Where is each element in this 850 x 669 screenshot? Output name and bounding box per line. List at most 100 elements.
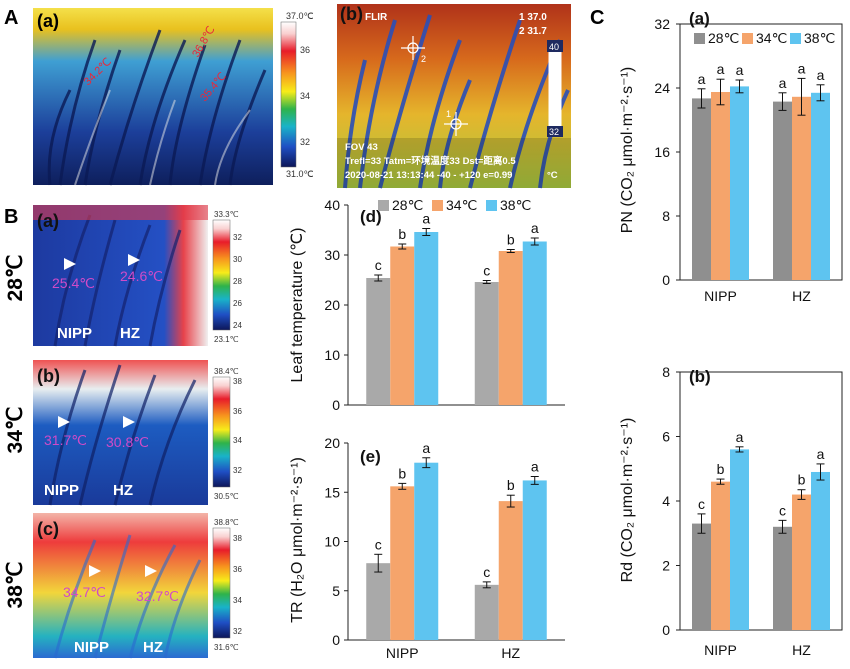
scale-b38-tick-1: 38 [233,534,242,543]
e-bar-HZ-1 [498,501,523,640]
scale-b38-labels: 38.8℃ 31.6℃ 38 36 34 32 [214,518,242,652]
Ca-ytick-label-2: 16 [654,144,670,160]
e-sig-letter-NIPP-2: a [422,440,430,456]
scale-b34-tick-1: 38 [233,377,242,386]
nipp-label-28: NIPP [57,325,92,342]
Cb-bar-NIPP-0 [692,523,711,630]
camera-scale-bottom-box [547,126,563,137]
cursor-crosshairs [401,36,468,136]
marker-triangle-38-hz [145,565,157,577]
e-panel-label: (e) [360,447,381,466]
hz-label-38: HZ [143,639,163,656]
camera-info: FOV 43 Trefl=33 Tatm=环境温度33 Dst=距离0.5 20… [345,142,558,181]
flir-logo: FLIR [365,12,388,23]
scale-b34-tick-2: 36 [233,407,242,416]
d-legend-label-1: 34℃ [446,197,477,213]
scale-b28-tick-3: 28 [233,277,242,286]
Ca-legend-swatch-2 [790,33,801,44]
scale-a-tick-32: 32 [300,137,310,147]
d-sig-letter-NIPP-0: c [375,257,382,273]
thermal-image-a [33,8,273,186]
Cb-ytick-label-2: 4 [662,493,670,509]
d-legend-swatch-1 [432,200,443,211]
scale-b34-labels: 38.4℃ 30.5℃ 38 36 34 32 [214,367,242,501]
d-ytick-label-4: 40 [324,197,340,213]
camera-params: Trefl=33 Tatm=环境温度33 Dst=距离0.5 [345,155,516,167]
Ca-panel-label: (a) [689,9,710,28]
thermal-b-row-38 [33,513,208,659]
e-ytick-label-4: 20 [324,435,340,451]
d-sig-letter-NIPP-1: b [398,226,406,242]
Ca-sig-letter-NIPP-1: a [717,61,725,77]
color-scale-b34 [212,376,231,488]
marker-triangle-28-nipp [64,258,76,270]
panel-b-sub-b: (b) [37,366,60,386]
e-category-0: NIPP [386,645,419,661]
Ca-bar-HZ-2 [811,92,830,280]
Ca-ytick-label-0: 0 [662,272,670,288]
Ca-sig-letter-NIPP-0: a [698,71,706,87]
d-ytick-label-0: 0 [332,397,340,413]
color-scale-a [280,21,297,168]
nipp-temp-34: 31.7℃ [44,432,87,448]
Cb-sig-letter-HZ-1: b [798,472,806,488]
scale-a-tick-36: 36 [300,45,310,55]
Cb-ylabel: Rd (CO₂ μmol·m⁻²·s⁻¹) [619,418,636,583]
Ca-legend-swatch-0 [694,33,705,44]
e-sig-letter-HZ-1: b [507,477,515,493]
d-sig-letter-HZ-0: c [483,263,490,279]
e-sig-letter-HZ-2: a [531,458,539,474]
thermal-image-b [337,4,571,189]
nipp-label-34: NIPP [44,482,79,499]
Ca-category-1: HZ [792,288,811,304]
panel-b-sub-a: (a) [37,211,59,231]
Cb-bar-HZ-0 [773,526,792,630]
e-ytick-label-3: 15 [324,484,340,500]
scale-b34-tick-3: 34 [233,436,242,445]
marker-triangle-28-hz [128,254,140,266]
d-sig-letter-HZ-1: b [507,232,515,248]
hz-temp-38: 32.7℃ [136,588,179,604]
scale-a-max: 37.0℃ [286,11,314,21]
grass-blades-a [47,29,267,186]
Ca-category-0: NIPP [704,288,737,304]
d-bar-NIPP-2 [414,232,439,405]
Ca-sig-letter-HZ-0: a [779,75,787,91]
Cb-ytick-label-4: 8 [662,364,670,380]
e-ytick-label-0: 0 [332,632,340,648]
Cb-ytick-label-1: 2 [662,558,670,574]
Cb-bar-HZ-2 [811,471,830,630]
scale-b28-tick-4: 26 [233,299,242,308]
Cb-sig-letter-NIPP-2: a [736,429,744,445]
d-legend-label-0: 28℃ [392,197,423,213]
panel-a-sub-a: (a) [37,11,59,31]
temp-label-38: 38℃ [4,562,27,609]
d-sig-letter-HZ-2: a [531,220,539,236]
Cb-sig-letter-NIPP-1: b [717,461,725,477]
camera-scale-top-box [547,40,563,52]
Ca-ytick-label-1: 8 [662,208,670,224]
e-sig-letter-HZ-0: c [483,564,490,580]
d-ytick-label-2: 20 [324,297,340,313]
Ca-legend-swatch-1 [742,33,753,44]
hz-temp-28: 24.6℃ [120,268,163,284]
e-sig-letter-NIPP-1: b [398,465,406,481]
camera-fov: FOV 43 [345,142,378,153]
cursor-2-label: 2 [421,54,426,64]
nipp-temp-28: 25.4℃ [52,275,95,291]
scale-b34-min: 30.5℃ [214,492,239,501]
e-ylabel: TR (H₂O μmol·m⁻²·s⁻¹) [289,457,306,623]
panel-b-letter: B [4,206,18,228]
Cb-sig-letter-NIPP-0: c [698,496,705,512]
camera-scale-bottom: 32 [549,127,559,137]
Cb-bar-NIPP-1 [711,481,730,630]
Ca-ylabel: PN (CO₂ μmol·m⁻²·s⁻¹) [619,67,636,234]
Cb-category-1: HZ [792,642,811,658]
e-bar-HZ-2 [522,480,547,640]
color-scale-b28 [212,219,231,331]
scale-b38-tick-3: 34 [233,596,242,605]
Cb-bar-HZ-1 [792,494,811,630]
Cb-ytick-label-3: 6 [662,429,670,445]
